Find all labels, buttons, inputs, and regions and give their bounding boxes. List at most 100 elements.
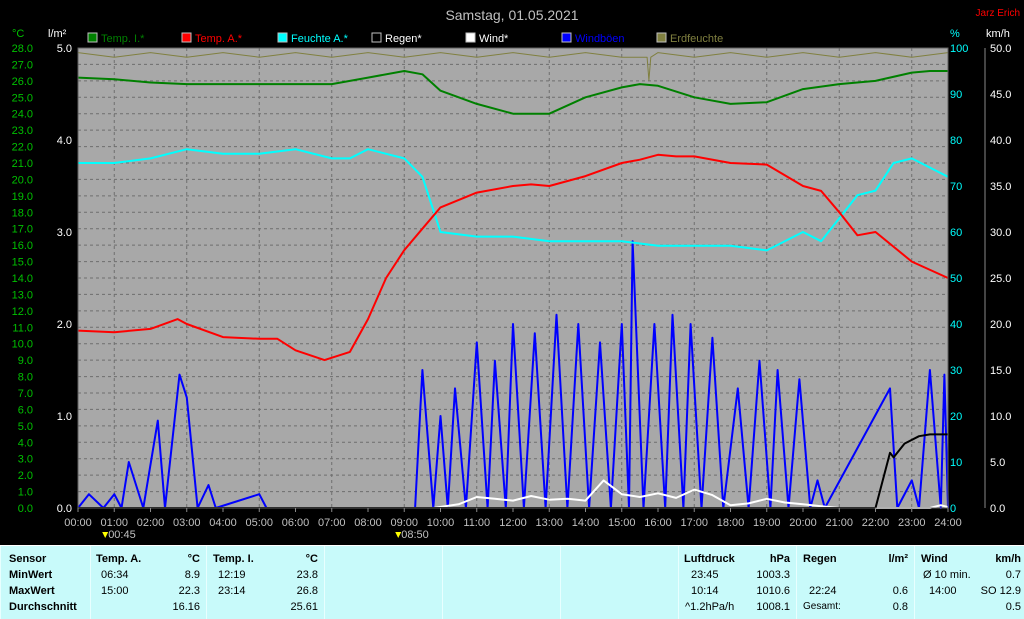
temp-i-max-time: 23:14 — [218, 585, 246, 597]
pressure-unit: hPa — [769, 553, 790, 565]
series-line-wind — [78, 479, 949, 509]
legend-label: Feuchte A.* — [291, 33, 349, 45]
legend-swatch — [656, 32, 667, 43]
temp-a-max-time: 15:00 — [101, 585, 129, 597]
stats-col-rain: Regen l/m² 22:24 0.6 Gesamt: 0.8 — [796, 546, 914, 619]
temp-tick-label: 27.0 — [12, 59, 33, 71]
temp-tick-label: 24.0 — [12, 109, 33, 121]
temp-tick-label: 17.0 — [12, 224, 33, 236]
x-tick-label: 06:00 — [282, 517, 310, 529]
stats-min-label: MinWert — [9, 569, 53, 581]
wind-tick-label: 35.0 — [990, 181, 1011, 193]
temp-tick-label: 16.0 — [12, 240, 33, 252]
x-tick-label: 11:00 — [463, 517, 490, 529]
humidity-tick-label: 10 — [950, 457, 962, 469]
wind-unit: km/h — [995, 553, 1021, 565]
x-tick-label: 10:00 — [427, 517, 455, 529]
legend-label: Erdfeuchte — [670, 33, 723, 45]
x-tick-label: 15:00 — [608, 517, 636, 529]
wind-unit-label: km/h — [986, 28, 1010, 40]
rain-total-value: 0.8 — [892, 601, 908, 613]
temp-tick-label: 10.0 — [12, 339, 33, 351]
temp-i-header: Temp. I. — [213, 553, 254, 565]
temp-a-unit: °C — [187, 553, 200, 565]
legend-label: Temp. I.* — [101, 33, 145, 45]
temp-unit-label: °C — [12, 28, 24, 40]
x-tick-label: 09:00 — [390, 517, 418, 529]
temp-tick-label: 25.0 — [12, 92, 33, 104]
temp-i-min-time: 12:19 — [218, 569, 246, 581]
x-tick-label: 20:00 — [789, 517, 817, 529]
rain-tick-label: 4.0 — [57, 135, 72, 147]
series-line-regen — [78, 433, 948, 509]
temp-tick-label: 0.0 — [18, 503, 33, 515]
wind-tick-label: 20.0 — [990, 319, 1011, 331]
wind-tick-label: 45.0 — [990, 89, 1011, 101]
rain-tick-label: 5.0 — [57, 43, 72, 55]
humidity-tick-label: 0 — [950, 503, 956, 515]
temp-tick-label: 21.0 — [12, 158, 33, 170]
wind-avg10-value: 0.7 — [1005, 569, 1021, 581]
temp-a-min-value: 8.9 — [184, 569, 200, 581]
wind-tick-label: 30.0 — [990, 227, 1011, 239]
temp-tick-label: 11.0 — [12, 322, 33, 334]
x-tick-label: 00:00 — [64, 517, 92, 529]
rain-unit-label: l/m² — [48, 28, 67, 40]
temp-tick-label: 23.0 — [12, 125, 33, 137]
event-marker-label: 00:45 — [108, 529, 136, 541]
humidity-tick-label: 80 — [950, 135, 962, 147]
wind-header: Wind — [921, 553, 948, 565]
x-tick-label: 14:00 — [572, 517, 600, 529]
humidity-tick-label: 100 — [950, 43, 968, 55]
rain-max-value: 0.6 — [892, 585, 908, 597]
x-tick-label: 16:00 — [644, 517, 672, 529]
x-tick-label: 22:00 — [862, 517, 890, 529]
temp-tick-label: 22.0 — [12, 142, 33, 154]
x-tick-label: 08:00 — [354, 517, 382, 529]
rain-tick-label: 2.0 — [57, 319, 72, 331]
temp-i-min-value: 23.8 — [296, 569, 318, 581]
temp-tick-label: 28.0 — [12, 43, 33, 55]
temp-tick-label: 6.0 — [18, 404, 33, 416]
rain-tick-label: 3.0 — [57, 227, 72, 239]
stats-col-sensor: Sensor MinWert MaxWert Durchschnitt — [0, 546, 90, 619]
legend-swatch — [87, 32, 98, 43]
stats-col-empty-3 — [560, 546, 678, 619]
x-tick-label: 24:00 — [934, 517, 962, 529]
pressure-min-time: 23:45 — [691, 569, 719, 581]
x-tick-label: 05:00 — [245, 517, 273, 529]
stats-col-temp-outside: Temp. A. °C 06:34 8.9 15:00 22.3 16.16 — [90, 546, 206, 619]
temp-tick-label: 13.0 — [12, 289, 33, 301]
wind-tick-label: 40.0 — [990, 135, 1011, 147]
x-tick-label: 03:00 — [173, 517, 201, 529]
temp-tick-label: 15.0 — [12, 257, 33, 269]
temp-tick-label: 9.0 — [18, 355, 33, 367]
rain-max-time: 22:24 — [809, 585, 837, 597]
humidity-tick-label: 50 — [950, 273, 962, 285]
x-tick-label: 19:00 — [753, 517, 781, 529]
x-tick-label: 21:00 — [825, 517, 853, 529]
x-tick-label: 07:00 — [318, 517, 346, 529]
temp-tick-label: 5.0 — [18, 421, 33, 433]
temp-i-unit: °C — [305, 553, 318, 565]
stats-sensor-header: Sensor — [9, 553, 47, 565]
series-line-temp-a — [77, 153, 949, 362]
humidity-tick-label: 30 — [950, 365, 962, 377]
stats-col-empty-1 — [324, 546, 442, 619]
wind-tick-label: 10.0 — [990, 411, 1011, 423]
grid — [78, 48, 948, 508]
x-tick-label: 13:00 — [535, 517, 563, 529]
axes: 00:00 01:00 02:00 03:00 04:00 05:00 06:00 07:00… — [12, 43, 1012, 541]
rain-tick-label: 1.0 — [57, 411, 72, 423]
statistics-panel: Sensor MinWert MaxWert Durchschnitt Temp… — [0, 545, 1024, 619]
chart-title: Samstag, 01.05.2021 — [445, 7, 578, 23]
legend-label: Windböen — [575, 33, 625, 45]
temp-tick-label: 7.0 — [18, 388, 33, 400]
rain-total-label: Gesamt: — [803, 601, 841, 612]
legend-swatch — [277, 32, 288, 43]
x-tick-label: 23:00 — [898, 517, 926, 529]
legend-swatch — [465, 32, 476, 43]
humidity-unit-label: % — [950, 28, 960, 40]
temp-tick-label: 14.0 — [12, 273, 33, 285]
rain-unit: l/m² — [888, 553, 908, 565]
